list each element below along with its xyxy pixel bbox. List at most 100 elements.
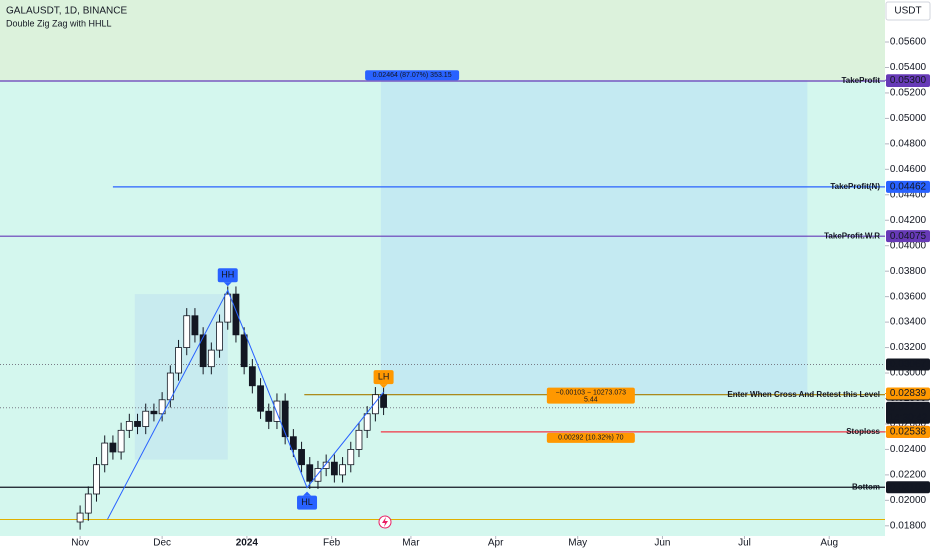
axis-tag <box>886 401 930 424</box>
zigzag <box>107 289 384 520</box>
level-tag-label: 0.02103 <box>890 482 927 493</box>
y-tick-label: 0.03200 <box>890 342 927 353</box>
level-name: TakeProfit <box>841 76 880 85</box>
y-tick-label: 0.03600 <box>890 291 927 302</box>
candle-body <box>314 468 322 482</box>
level-name: TakeProfit(N) <box>830 182 880 191</box>
y-tick-label: 0.02200 <box>890 470 927 481</box>
axis-tag-label: 0.02538 <box>890 426 927 437</box>
event-bolt <box>382 517 388 527</box>
candle-body <box>84 493 92 514</box>
currency[interactable]: USDT <box>894 6 921 17</box>
y-tick-label: 0.04200 <box>890 215 927 226</box>
time-axis <box>0 536 885 550</box>
target-label-box <box>365 70 460 81</box>
entry-label: −0.00103 − 10273.073 <box>556 390 627 397</box>
target-label: 0.02464 (87.07%) 353.15 <box>373 72 452 79</box>
pivot-marker <box>217 268 238 283</box>
price-axis <box>885 0 932 550</box>
candle-body <box>142 410 150 427</box>
axis-tag <box>886 358 930 371</box>
candle-body <box>330 461 338 476</box>
axis-tag-label: 0.03067 <box>890 359 927 370</box>
axis-tag-label: 0.02727 <box>890 402 927 413</box>
axis-tag-label: 0.02839 <box>890 388 927 399</box>
level-tag <box>886 180 930 193</box>
y-tick-label: 0.04800 <box>890 139 927 150</box>
x-tick-label: Apr <box>488 538 504 549</box>
stop-label-box <box>546 432 635 443</box>
level-tag-label: 0.04462 <box>890 182 927 193</box>
candle-body <box>125 421 133 431</box>
candle-body <box>101 442 109 466</box>
axis-tag <box>886 387 930 400</box>
pivot-pointer <box>379 384 388 389</box>
candle-body <box>363 413 371 431</box>
candle-body <box>380 394 387 408</box>
candle-body <box>232 293 240 336</box>
y-tick-label: 0.02600 <box>890 419 927 430</box>
candle-body <box>240 334 248 368</box>
x-tick-label: Feb <box>323 538 341 549</box>
entry-label-box <box>546 387 635 404</box>
pivot-marker <box>373 370 394 385</box>
level-tag <box>886 230 930 243</box>
y-tick-label: 0.02400 <box>890 444 927 455</box>
candle-body <box>265 410 273 422</box>
profit-box <box>380 80 808 395</box>
candle-body <box>322 461 330 469</box>
y-tick-label: 0.03000 <box>890 368 927 379</box>
y-tick-label: 0.05400 <box>890 62 927 73</box>
x-tick-label: Dec <box>153 538 171 549</box>
candle-body <box>248 366 256 387</box>
candle-body <box>183 315 191 348</box>
target-zone <box>0 0 885 81</box>
pivot-label: HH <box>221 270 234 280</box>
pivot-label: HL <box>301 497 313 507</box>
level-name: Bottom <box>852 482 880 491</box>
axis-tag-label: 0.05300 <box>890 75 927 86</box>
candle-body <box>281 400 289 438</box>
candle-body <box>76 512 84 523</box>
level-name: Enter When Cross And Retest this Level <box>727 390 880 399</box>
pivot-marker <box>297 495 318 510</box>
x-tick-label: Nov <box>71 538 89 549</box>
candle-body <box>158 399 166 415</box>
x-tick-label: 2024 <box>236 538 259 549</box>
candle-body <box>298 449 305 466</box>
axis-tag-time: 14:30:42 <box>889 412 928 423</box>
measure-box <box>134 294 228 460</box>
currency-box[interactable] <box>885 1 931 21</box>
y-tick-label: 0.02000 <box>890 495 927 506</box>
candle-body <box>273 400 281 422</box>
candle-body <box>199 334 207 368</box>
entry-label-2: 5.44 <box>584 397 598 404</box>
axis-tag <box>886 74 930 87</box>
y-tick-label: 0.03400 <box>890 317 927 328</box>
y-tick-label: 0.05600 <box>890 37 927 48</box>
level-name: Stoploss <box>846 427 880 436</box>
candle-body <box>224 293 232 323</box>
y-tick-label: 0.01800 <box>890 520 927 531</box>
level-name: TakeProfit.W.R <box>824 231 880 240</box>
candle-body <box>150 410 158 415</box>
candle-body <box>355 429 363 450</box>
candle-body <box>289 436 297 450</box>
candle-body <box>175 347 182 374</box>
x-tick-label: Mar <box>402 538 420 549</box>
candle-body <box>109 442 117 453</box>
y-tick-label: 0.04400 <box>890 189 927 200</box>
candle-body <box>216 321 223 351</box>
candle-body <box>207 349 215 368</box>
y-tick-label: 0.04600 <box>890 164 927 175</box>
candle-body <box>347 449 355 466</box>
candle-body <box>93 464 100 495</box>
axis-tag <box>886 425 930 438</box>
x-tick-label: May <box>568 538 587 549</box>
candle-body <box>257 385 264 412</box>
chart-title: GALAUSDT, 1D, BINANCE <box>6 6 127 17</box>
candle-body <box>134 421 141 427</box>
x-tick-label: Jul <box>738 538 751 549</box>
candle-body <box>191 315 199 336</box>
